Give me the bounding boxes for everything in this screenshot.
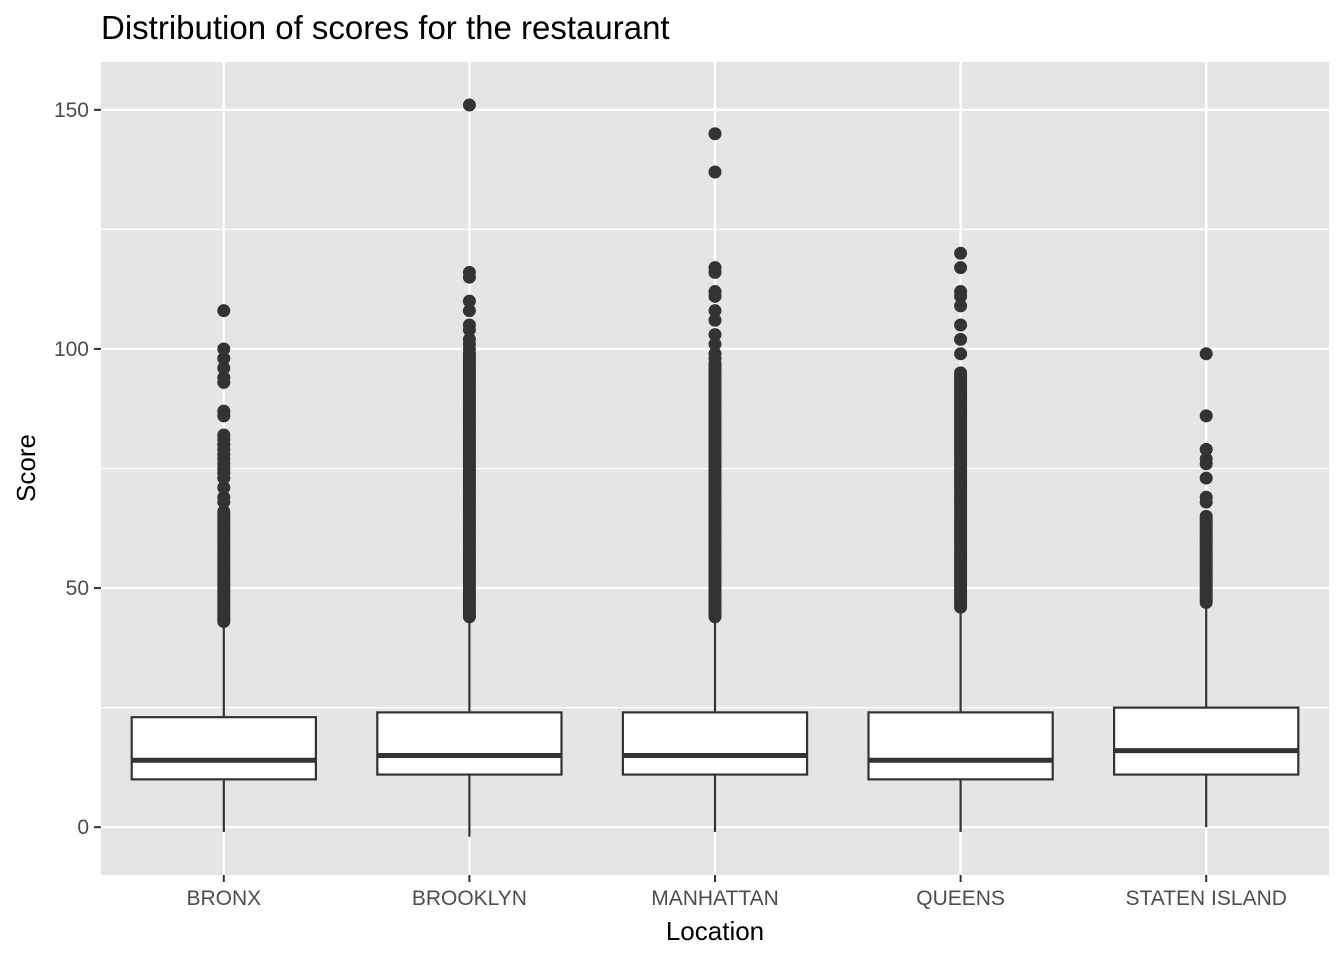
outlier-point [462,265,476,279]
box-group [867,246,1054,832]
outlier-point [1199,490,1213,504]
outlier-point [954,261,968,275]
outlier-point [1199,452,1213,466]
box-group [1112,347,1300,828]
y-tick-label: 50 [66,577,89,600]
box-iqr [130,716,317,781]
outlier-point [1199,509,1213,523]
outlier-point [954,347,968,361]
outlier-point [462,294,476,308]
outlier-point [217,481,231,495]
chart-title: Distribution of scores for the restauran… [101,9,670,46]
box-group [130,304,317,832]
outlier-point [708,165,722,179]
box-iqr [376,711,563,776]
y-tick-label: 0 [77,816,89,839]
outlier-point [217,361,231,375]
outlier-point [954,246,968,260]
box-iqr [867,711,1054,781]
outlier-point [708,328,722,342]
outlier-point [1199,442,1213,456]
x-tick-label: BRONX [186,887,261,910]
x-tick-label: MANHATTAN [651,887,779,910]
outlier-point [954,318,968,332]
outlier-point [462,332,476,346]
outlier-point [217,371,231,385]
boxes [130,98,1300,837]
outlier-point [462,304,476,318]
x-tick-label: BROOKLYN [412,887,527,910]
outlier-point [708,347,722,361]
outlier-point [708,261,722,275]
outlier-point [217,352,231,366]
outlier-point [708,285,722,299]
outlier-point [217,505,231,519]
outlier-point [217,304,231,318]
outlier-point [708,337,722,351]
y-axis-title: Score [11,434,41,502]
box-iqr [1112,706,1300,776]
outlier-point [1199,409,1213,423]
x-tick-label: QUEENS [916,887,1005,910]
outlier-point [954,366,968,380]
y-tick-label: 150 [54,99,89,122]
outlier-point [217,404,231,418]
outlier-point [217,342,231,356]
outlier-point [462,98,476,112]
outlier-point [217,490,231,504]
outlier-point [1199,471,1213,485]
box-group [376,98,563,837]
outlier-point [462,318,476,332]
y-axis: 0 50 100 150 [54,99,101,839]
x-axis-title: Location [666,916,764,946]
outlier-point [1199,347,1213,361]
box-iqr [621,711,809,776]
outlier-point [708,127,722,141]
outlier-point [954,285,968,299]
outlier-point [217,428,231,442]
x-tick-label: STATEN ISLAND [1125,887,1286,910]
outlier-point [954,332,968,346]
outlier-point [708,304,722,318]
x-axis: BRONX BROOKLYN MANHATTAN QUEENS STATEN ISLAN… [186,875,1287,910]
y-tick-label: 100 [54,338,89,361]
outlier-point [708,313,722,327]
box-group [621,127,809,832]
outlier-point [954,299,968,313]
